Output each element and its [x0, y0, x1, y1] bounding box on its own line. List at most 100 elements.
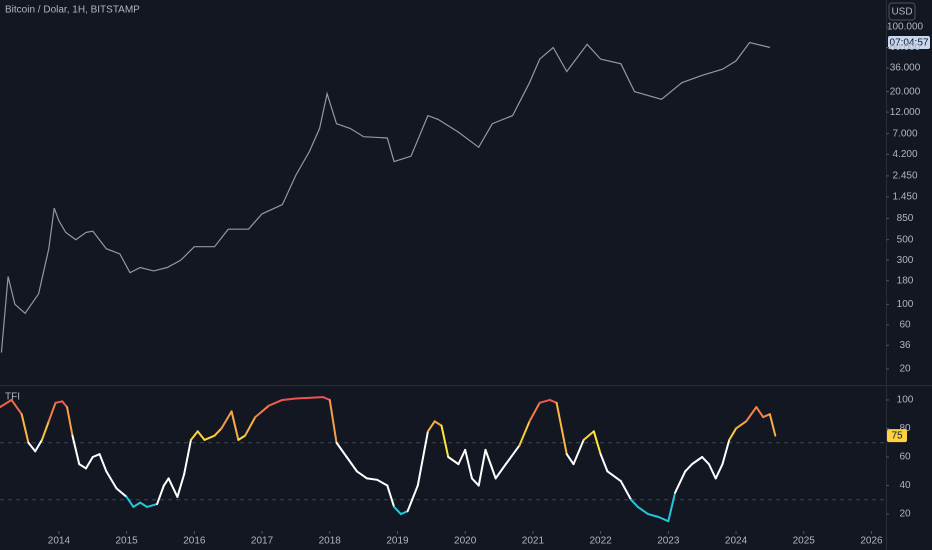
oscillator-segment — [213, 427, 223, 437]
x-tick-label: 2023 — [657, 536, 680, 547]
oscillator-segment — [335, 441, 348, 459]
y-tick-label: 36.000 — [890, 63, 921, 74]
oscillator-segment — [40, 420, 50, 441]
oscillator-segment — [484, 448, 497, 480]
oscillator-segment — [707, 463, 717, 480]
oscillator-segment — [518, 420, 531, 447]
oscillator-segment — [237, 434, 247, 441]
x-tick-label: 2019 — [386, 536, 409, 547]
oscillator-segment — [167, 477, 179, 498]
x-tick-label: 2024 — [725, 536, 748, 547]
oscillator-segment — [321, 396, 331, 401]
oscillator-segment — [433, 420, 443, 427]
x-tick-label: 2025 — [793, 536, 816, 547]
oscillator-segment — [71, 434, 81, 466]
oscillator-segment — [599, 453, 609, 473]
oscillator-segment — [115, 487, 128, 498]
y-tick-label: 100 — [897, 395, 914, 406]
oscillator-segment — [619, 480, 633, 501]
oscillator-segment — [66, 406, 74, 437]
y-tick-label: 300 — [897, 255, 914, 266]
y-tick-label: 7.000 — [892, 128, 917, 139]
oscillator-segment — [582, 430, 595, 441]
oscillator-segment — [528, 401, 541, 423]
oscillator-segment — [281, 397, 297, 401]
oscillator-segment — [328, 398, 338, 444]
oscillator-segment — [267, 398, 284, 407]
oscillator-segment — [220, 410, 233, 430]
currency-box[interactable] — [888, 2, 916, 21]
x-tick-label: 2018 — [319, 536, 342, 547]
oscillator-segment — [684, 463, 694, 473]
oscillator-segment — [345, 456, 358, 473]
oscillator-segment — [745, 406, 758, 423]
y-tick-label: 180 — [897, 275, 914, 286]
oscillator-segment — [606, 470, 622, 483]
y-tick-label: 850 — [897, 213, 914, 224]
y-tick-label: 20.000 — [890, 86, 921, 97]
price-timer: 07:04:57 — [890, 38, 929, 49]
x-tick-label: 2016 — [183, 536, 206, 547]
oscillator-segment — [230, 410, 240, 441]
y-tick-label: 60.000 — [890, 42, 921, 53]
chart-title: Bitcoin / Dolar, 1H, BITSTAMP — [5, 5, 140, 16]
oscillator-segment — [406, 484, 419, 513]
oscillator-segment — [691, 456, 704, 466]
oscillator-segment — [91, 453, 101, 459]
y-tick-label: 60 — [899, 319, 911, 330]
y-tick-label: 100 — [897, 299, 914, 310]
oscillator-segment — [145, 503, 159, 508]
oscillator-segment — [386, 484, 396, 508]
oscillator-segment — [78, 463, 87, 470]
oscillator-segment — [470, 477, 480, 487]
oscillator-segment — [416, 430, 429, 487]
x-tick-label: 2017 — [251, 536, 274, 547]
oscillator-segment — [555, 401, 568, 456]
oscillator-segment — [294, 396, 324, 400]
y-tick-label: 36 — [899, 340, 911, 351]
x-tick-label: 2021 — [522, 536, 545, 547]
oscillator-segment — [254, 404, 270, 419]
x-tick-label: 2022 — [589, 536, 612, 547]
oscillator-segment — [183, 438, 192, 476]
oscillator-segment — [735, 420, 748, 430]
oscillator-segment — [189, 430, 199, 441]
oscillator-segment — [203, 434, 216, 441]
oscillator-segment — [196, 430, 206, 441]
oscillator-segment — [54, 400, 64, 404]
oscillator-segment — [728, 427, 738, 441]
oscillator-segment — [538, 398, 551, 404]
y-tick-label: 40 — [899, 480, 911, 491]
y-tick-label: 100.000 — [887, 22, 924, 33]
oscillator-segment — [630, 498, 639, 508]
indicator-title: TFI — [5, 392, 20, 403]
oscillator-segment — [125, 495, 135, 508]
x-tick-label: 2015 — [115, 536, 138, 547]
price-timer-box — [888, 36, 930, 49]
oscillator-segment — [464, 448, 473, 480]
oscillator-segment — [84, 456, 94, 470]
oscillator-segment — [592, 430, 602, 456]
oscillator-segment — [657, 515, 670, 523]
y-tick-label: 1.450 — [892, 192, 917, 203]
oscillator-segment — [755, 406, 765, 419]
oscillator-segment — [714, 463, 724, 480]
currency[interactable]: USD — [891, 7, 912, 18]
oscillator-segment — [667, 491, 677, 523]
oscillator-segment — [105, 470, 118, 490]
oscillator-segment — [548, 398, 558, 404]
oscillator-segment — [20, 413, 30, 444]
oscillator-segment — [701, 456, 710, 466]
oscillator-segment — [98, 453, 108, 473]
oscillator-segment — [162, 477, 170, 487]
oscillator-segment — [366, 477, 379, 481]
oscillator-segment — [34, 438, 43, 453]
oscillator-segment — [47, 401, 57, 423]
oscillator-segment — [355, 470, 369, 480]
last-value-label: 75 — [891, 430, 903, 441]
oscillator-segment — [156, 484, 165, 506]
oscillator-segment — [647, 513, 660, 518]
x-tick-label: 2014 — [48, 536, 71, 547]
oscillator-segment — [139, 501, 148, 508]
